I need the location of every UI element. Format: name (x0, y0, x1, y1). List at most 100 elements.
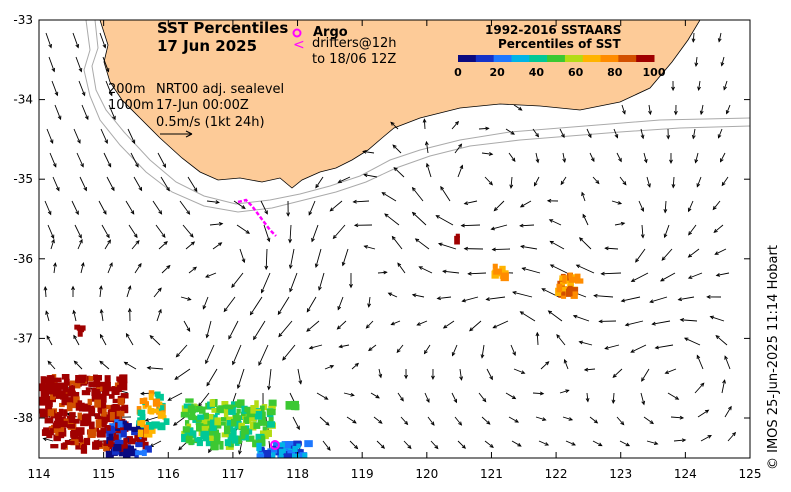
current-arrowhead (135, 240, 140, 245)
current-arrow (261, 272, 271, 293)
current-arrowhead (311, 237, 315, 243)
current-arrowhead (425, 162, 430, 168)
current-arrowhead (166, 264, 171, 270)
sst-pixel (108, 394, 115, 399)
sst-pixel (263, 420, 271, 426)
sst-pixel (221, 401, 229, 406)
current-arrowhead (423, 349, 428, 355)
current-arrow (520, 311, 536, 322)
current-arrowhead (375, 394, 380, 399)
current-arrowhead (78, 67, 83, 73)
current-arrow (605, 344, 620, 350)
current-arrowhead (424, 140, 429, 146)
sst-pixel (268, 405, 276, 411)
sst-pixel (154, 391, 161, 397)
current-arrowhead (73, 360, 78, 365)
current-arrowhead (641, 400, 646, 406)
lon-tick-label: 120 (415, 467, 438, 481)
sst-pixel (202, 413, 209, 420)
current-arrowhead (649, 420, 654, 425)
current-arrowhead (720, 62, 725, 67)
current-arrowhead (404, 420, 409, 426)
current-arrowhead (215, 200, 220, 204)
sst-pixel (254, 400, 259, 408)
sst-pixel (207, 430, 213, 437)
sst-pixel (134, 432, 140, 442)
drifter-track (237, 198, 277, 237)
sst-pixel (214, 429, 220, 438)
sst-pixel (40, 390, 45, 397)
contour-1000m-label: 1000m (108, 98, 154, 113)
current-arrowhead (397, 262, 402, 267)
current-arrowhead (174, 376, 179, 380)
current-arrowhead (535, 133, 540, 138)
current-arrow (582, 214, 589, 226)
current-arrow (486, 368, 493, 380)
sst-pixel (70, 391, 80, 401)
current-arrow (579, 341, 593, 346)
current-arrow (720, 152, 726, 162)
current-arrowhead (187, 296, 192, 301)
sst-pixel (570, 291, 578, 299)
current-arrow (621, 104, 626, 114)
sst-pixel (83, 437, 91, 446)
colorbar-title-line1: 1992-2016 SSTAARS (485, 23, 622, 37)
current-arrowhead (245, 230, 251, 234)
current-arrowhead (512, 351, 516, 357)
sst-pixel (147, 423, 155, 430)
current-arrowhead (71, 285, 75, 290)
current-arrowhead (324, 396, 329, 400)
lat-tick-label: -37 (13, 331, 33, 345)
sst-pixel (102, 408, 107, 413)
sst-pixel (183, 403, 192, 409)
current-arrowhead (337, 306, 342, 311)
map-title-line2: 17 Jun 2025 (157, 37, 258, 55)
sst-pixel (139, 430, 148, 438)
current-arrow (425, 141, 429, 154)
current-arrow (457, 165, 463, 178)
current-arrow (330, 200, 343, 212)
sst-pixel (200, 430, 210, 440)
current-arrow (99, 286, 102, 298)
current-arrowhead (571, 441, 576, 446)
current-arrowhead (568, 417, 574, 421)
sst-pixel (180, 411, 190, 418)
current-arrowhead (490, 226, 495, 231)
current-arrowhead (404, 374, 408, 380)
current-arrowhead (697, 86, 701, 92)
current-arrowhead (83, 186, 87, 192)
sst-pixel (226, 420, 234, 426)
current-arrowhead (378, 373, 383, 379)
current-arrow (101, 224, 110, 238)
current-arrowhead (430, 421, 435, 426)
sst-pixel (209, 399, 216, 407)
current-arrowhead (102, 210, 107, 215)
sst-pixel (101, 389, 110, 396)
current-arrowhead (674, 396, 680, 400)
sst-pixel (91, 387, 97, 397)
current-arrowhead (110, 186, 115, 192)
current-arrowhead (48, 43, 52, 49)
current-arrowhead (267, 385, 271, 391)
sst-pixel (92, 374, 98, 381)
sst-pixel (81, 390, 91, 396)
current-arrowhead (635, 258, 639, 263)
current-arrowhead (545, 361, 550, 366)
current-arrowhead (75, 44, 80, 49)
current-arrow (721, 56, 725, 66)
sst-pixel (99, 403, 105, 409)
current-arrow (688, 200, 694, 212)
colorbar-segment (636, 55, 655, 62)
current-arrowhead (485, 126, 490, 131)
current-arrowhead (381, 192, 386, 196)
current-arrowhead (127, 285, 132, 290)
sst-pixel (106, 427, 114, 437)
sst-pixel (150, 428, 156, 434)
current-arrow (426, 163, 432, 178)
current-arrow (46, 128, 54, 144)
current-arrowhead (431, 375, 435, 381)
current-arrow (47, 224, 55, 239)
current-arrow (548, 310, 563, 322)
current-arrowhead (144, 418, 150, 422)
sst-pixel (100, 383, 109, 392)
